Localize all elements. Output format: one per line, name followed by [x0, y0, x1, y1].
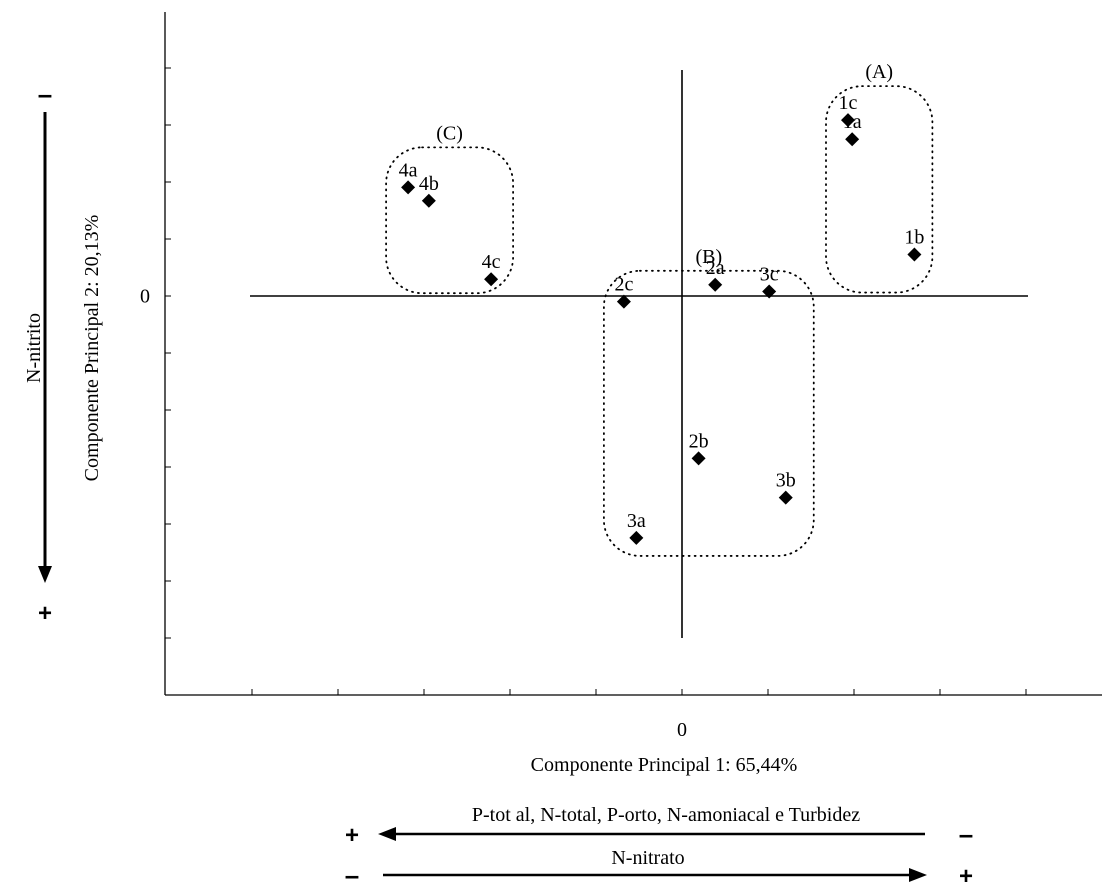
group-label-0: (A) [865, 61, 893, 83]
point-3c [762, 284, 777, 299]
group-outline-2 [385, 146, 515, 295]
point-4a [401, 180, 416, 195]
point-label-1c: 1c [839, 92, 858, 114]
group-outline-1 [603, 269, 815, 557]
axis-ticks [165, 67, 1027, 695]
left-arrow-head [38, 566, 52, 583]
group-label-2: (C) [436, 122, 463, 144]
bottom-arrow-2-label: N-nitrato [611, 847, 684, 869]
data-points: 1a1b1c2a2b2c3a3b3c4a4b4c [399, 92, 924, 545]
point-label-4a: 4a [399, 159, 418, 181]
left-direction-indicator: – + N-nitrito [23, 79, 52, 627]
bottom-arrow-2-right-sign: + [959, 863, 973, 886]
bottom-arrow-1-left-sign: + [345, 822, 359, 849]
point-label-2a: 2a [706, 257, 725, 279]
y-axis-title: Componente Principal 2: 20,13% [81, 215, 103, 482]
point-label-3c: 3c [760, 264, 779, 286]
cluster-outlines: (A) (B) (C) [385, 61, 934, 557]
point-label-3a: 3a [627, 510, 646, 532]
point-1c [841, 113, 855, 128]
point-3a [629, 530, 644, 545]
left-arrow-top-sign: – [38, 79, 52, 109]
left-arrow-label: N-nitrito [23, 313, 45, 383]
point-2b [691, 451, 706, 466]
point-label-4b: 4b [419, 173, 439, 195]
point-3b [778, 490, 793, 505]
point-label-3b: 3b [776, 470, 796, 492]
point-1a [845, 132, 860, 147]
bottom-arrow-2-head [909, 868, 927, 882]
point-2a [708, 277, 723, 292]
group-label-1: (B) [695, 246, 722, 268]
bottom-arrow-2-left-sign: – [345, 860, 359, 886]
group-outline-0 [825, 85, 934, 294]
x-zero-tick-label: 0 [677, 719, 687, 741]
y-zero-tick-label: 0 [140, 286, 150, 308]
point-4b [421, 193, 436, 208]
point-4c [484, 272, 499, 287]
bottom-arrow-1-head [378, 827, 396, 841]
left-arrow-bottom-sign: + [38, 600, 52, 627]
point-2c [616, 294, 631, 309]
x-axis-title: Componente Principal 1: 65,44% [531, 754, 798, 776]
bottom-arrow-1-right-sign: – [959, 819, 973, 849]
plot-frame [164, 12, 1102, 696]
bottom-arrow-1-label: P-tot al, N-total, P-orto, N-amoniacal e… [472, 804, 860, 826]
point-label-2b: 2b [689, 430, 709, 452]
point-label-2c: 2c [614, 274, 633, 296]
bottom-arrow-1: P-tot al, N-total, P-orto, N-amoniacal e… [345, 804, 973, 849]
point-label-4c: 4c [482, 251, 501, 273]
point-1b [907, 247, 922, 262]
bottom-arrow-2: N-nitrato – + [345, 847, 973, 886]
point-label-1b: 1b [904, 227, 924, 249]
